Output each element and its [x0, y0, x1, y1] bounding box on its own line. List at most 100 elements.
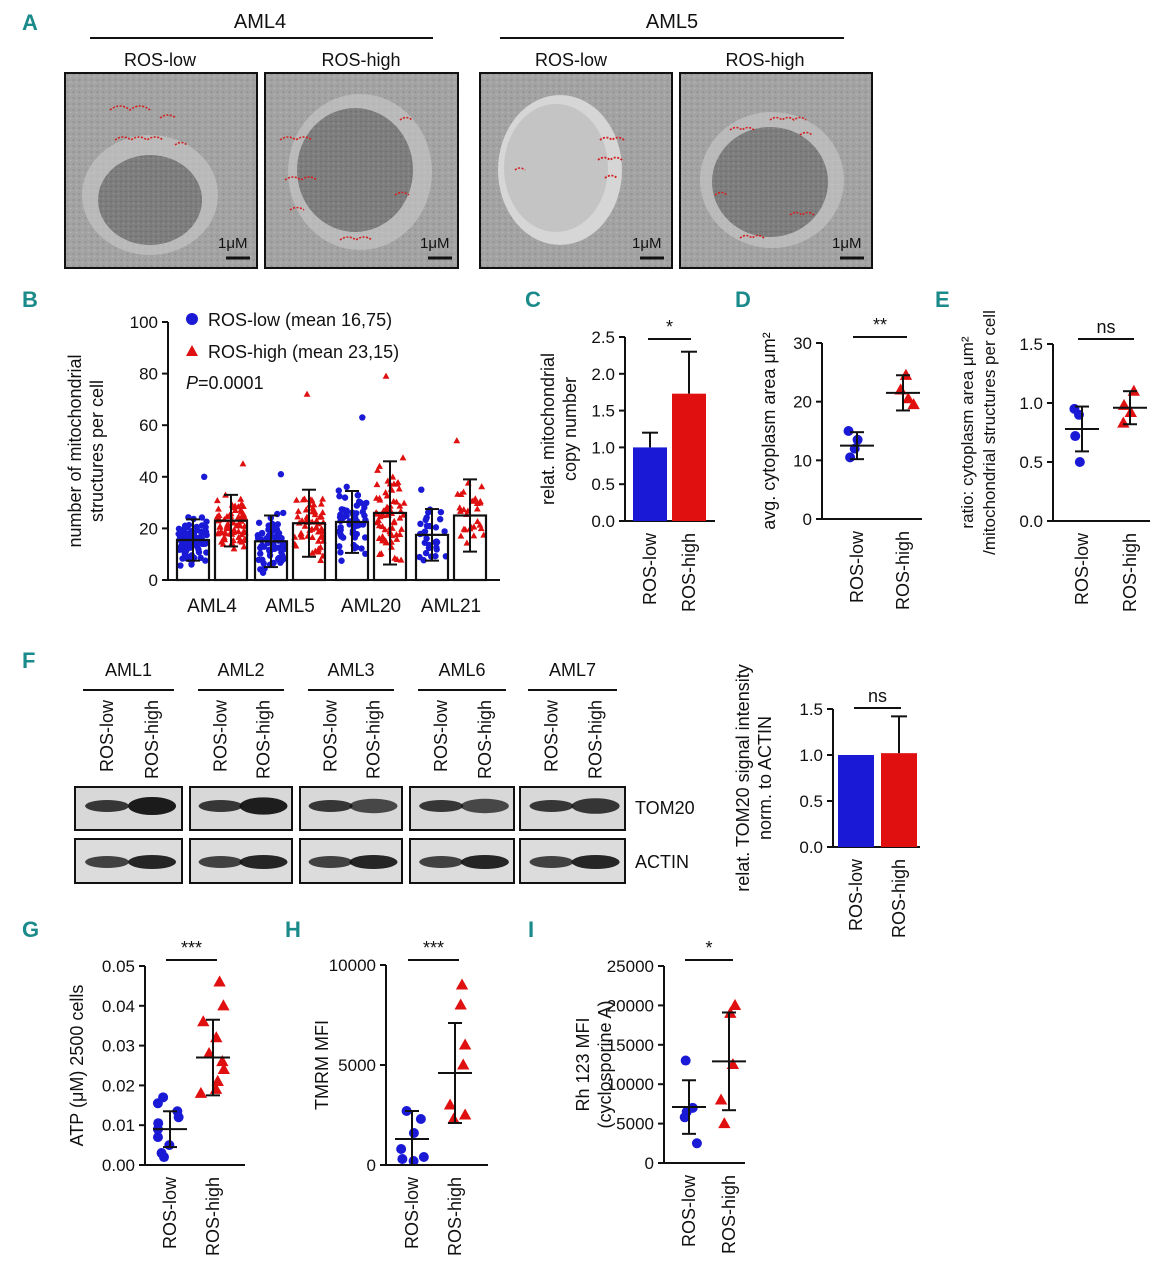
data-point: [213, 497, 221, 504]
panel-label-b: B: [22, 287, 38, 312]
data-point: [319, 508, 327, 516]
data-point: [240, 527, 248, 534]
x-tick-label: ROS-high: [893, 531, 913, 610]
data-point: [353, 530, 360, 538]
x-tick-label: AML5: [265, 596, 315, 617]
data-point: [197, 1015, 210, 1027]
p-value-rest: =0.0001: [198, 373, 264, 393]
data-point: [718, 1117, 731, 1129]
data-point: [223, 523, 231, 530]
data-point: [304, 532, 312, 539]
em-image-aml5-low: 1μM: [479, 72, 673, 269]
data-point: [237, 537, 244, 544]
bar: [672, 393, 706, 521]
x-tick-label: ROS-low: [160, 1176, 180, 1249]
data-point: [238, 531, 246, 538]
data-point: [294, 507, 302, 514]
data-point: [376, 550, 383, 557]
y-axis-label: Rh 123 MFI: [573, 1017, 593, 1111]
band: [419, 856, 464, 868]
band: [198, 800, 243, 812]
data-point: [237, 495, 245, 502]
data-point: [425, 509, 432, 516]
y-axis-label: (cyclosporine A): [595, 1000, 615, 1128]
data-point: [260, 560, 267, 567]
data-point: [337, 524, 344, 531]
data-point: [476, 521, 484, 528]
data-point: [393, 480, 401, 487]
data-point: [274, 521, 282, 528]
chart-e: 0.0 0.5 1.0 1.5 ratio: cytoplasm area μm²/mi…: [958, 310, 1150, 612]
lane-label: ROS-high: [142, 700, 162, 779]
x-tick-label: ROS-low: [402, 1176, 422, 1249]
data-point: [319, 495, 327, 502]
data-point: [382, 372, 390, 379]
y-tick-label: 0.5: [1019, 453, 1043, 472]
y-tick-label: 0: [149, 571, 158, 590]
em-image-label: ROS-low: [535, 50, 608, 70]
y-tick-label: 1.5: [799, 700, 823, 719]
data-point: [177, 562, 184, 569]
data-point: [175, 525, 183, 532]
data-point: [714, 1093, 728, 1105]
bar: [838, 755, 874, 847]
data-point: [217, 999, 230, 1011]
data-point: [303, 390, 311, 397]
y-tick-label: 25000: [607, 957, 654, 976]
data-point: [454, 998, 467, 1010]
data-point: [477, 525, 485, 532]
p-value-annotation: P=0.0001: [186, 373, 264, 393]
blot-group-title: AML7: [549, 660, 596, 680]
band: [128, 855, 177, 869]
data-point: [308, 549, 316, 556]
data-point: [396, 530, 404, 538]
y-tick-label: 0.02: [102, 1076, 135, 1095]
y-axis-label: relat. mitochondrial: [538, 353, 558, 505]
y-tick-label: 10000: [607, 1075, 654, 1094]
data-point: [234, 503, 242, 510]
scale-bar-label: 1μM: [218, 235, 247, 252]
lane-label: ROS-low: [431, 699, 451, 772]
x-tick-label: ROS-high: [679, 533, 699, 612]
data-point: [213, 975, 226, 987]
y-tick-label: 10: [793, 451, 812, 470]
lane-label: ROS-low: [321, 699, 341, 772]
x-tick-label: ROS-high: [889, 859, 909, 938]
data-point: [298, 517, 306, 524]
data-point: [470, 523, 478, 530]
chart-h: 0 5000 10000 TMRM MFI ROS-low ROS-high ***: [312, 938, 488, 1256]
data-point: [478, 483, 486, 490]
data-point: [460, 506, 468, 513]
legend-label-high: ROS-high (mean 23,15): [208, 342, 399, 362]
data-point: [422, 549, 430, 557]
y-tick-label: 20: [139, 519, 158, 538]
data-point: [391, 554, 399, 561]
data-point: [217, 1062, 230, 1075]
y-tick-label: 30: [793, 334, 812, 353]
data-point: [457, 532, 465, 539]
data-point: [241, 513, 248, 520]
data-point: [309, 533, 316, 540]
data-point: [173, 1112, 184, 1123]
data-point: [215, 505, 222, 512]
panel-a: AML4 AML5 ROS-low ROS-high ROS-low ROS-h…: [64, 11, 873, 269]
y-axis-label: norm. to ACTIN: [755, 716, 775, 840]
blot-group-title: AML6: [438, 660, 485, 680]
data-point: [195, 548, 203, 556]
x-tick-label: ROS-low: [640, 532, 660, 605]
data-point: [158, 1152, 169, 1163]
y-axis-label: ratio: cytoplasm area μm²: [958, 336, 977, 528]
data-point: [1117, 416, 1130, 428]
data-point: [210, 1031, 223, 1043]
data-point: [235, 528, 242, 535]
data-point: [338, 506, 345, 513]
chart-i: 0 5000 10000 15000 20000 25000 Rh 123 MFI (cycl…: [573, 938, 746, 1254]
lane-label: ROS-low: [542, 699, 562, 772]
data-point: [417, 520, 424, 528]
data-point: [179, 555, 186, 562]
data-point: [381, 526, 389, 533]
significance-label: ns: [868, 686, 887, 706]
data-point: [297, 531, 305, 538]
data-point: [221, 528, 229, 535]
